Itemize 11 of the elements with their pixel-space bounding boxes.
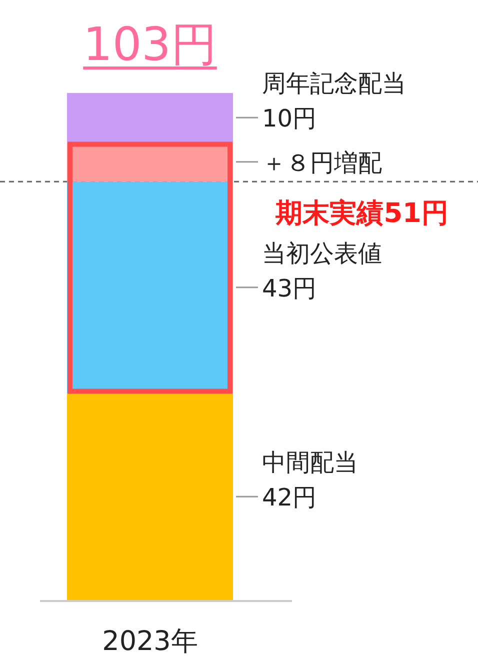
bar: [67, 93, 233, 142]
data-label: 42円: [262, 484, 317, 512]
total-label: 103円: [83, 17, 217, 71]
text: 期末実績51円: [274, 198, 448, 230]
series-label: ＋８円増配: [262, 148, 382, 177]
data-label: 10円: [262, 104, 317, 133]
series-label: 周年記念配当: [262, 70, 406, 98]
x-tick-label: 2023年: [102, 626, 198, 657]
series-label: 当初公表値: [262, 239, 382, 268]
series-label: 中間配当: [262, 448, 358, 477]
data-label: 43円: [262, 274, 317, 302]
